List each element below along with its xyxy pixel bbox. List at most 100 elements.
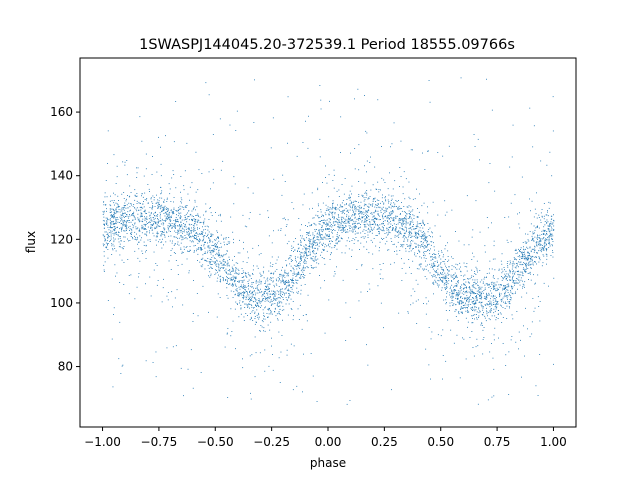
data-point — [241, 286, 242, 288]
data-point — [196, 250, 197, 252]
data-point — [203, 220, 205, 222]
data-point — [463, 279, 464, 281]
data-point — [538, 244, 540, 246]
data-point — [514, 250, 516, 251]
data-point — [521, 251, 523, 253]
data-point — [207, 245, 209, 247]
data-point — [372, 203, 374, 205]
data-point — [479, 295, 481, 297]
data-point — [121, 214, 123, 216]
data-point — [237, 292, 239, 294]
data-point — [292, 389, 294, 391]
data-point — [536, 257, 537, 258]
data-point — [338, 224, 340, 226]
data-point — [125, 224, 126, 226]
data-point — [349, 197, 351, 199]
data-point — [254, 297, 256, 298]
data-point — [527, 258, 529, 260]
data-point — [541, 245, 543, 246]
data-point — [193, 237, 195, 238]
data-point — [550, 223, 552, 225]
data-point — [524, 253, 526, 255]
data-point — [392, 188, 394, 190]
data-point — [318, 217, 319, 219]
data-point — [326, 222, 328, 224]
data-point — [538, 237, 540, 239]
data-point — [412, 198, 414, 200]
data-point — [442, 355, 444, 356]
data-point — [473, 303, 475, 305]
data-point — [543, 248, 545, 250]
data-point — [337, 222, 339, 223]
data-point — [160, 220, 162, 222]
data-point — [156, 225, 158, 227]
data-point — [173, 225, 175, 227]
data-point — [183, 185, 185, 187]
data-point — [479, 297, 481, 299]
data-point — [529, 254, 530, 256]
data-point — [245, 303, 247, 305]
data-point — [338, 196, 340, 197]
data-point — [269, 283, 271, 285]
data-point — [144, 209, 146, 211]
data-point — [455, 316, 457, 317]
data-point — [114, 230, 116, 232]
data-point — [113, 239, 115, 241]
data-point — [126, 228, 128, 230]
data-point — [454, 289, 456, 291]
data-point — [154, 206, 156, 207]
data-point — [387, 234, 389, 236]
data-point — [545, 240, 547, 242]
data-point — [382, 222, 384, 224]
data-point — [447, 269, 449, 271]
data-point — [504, 293, 506, 295]
data-point — [509, 279, 511, 281]
data-point — [425, 239, 426, 241]
data-point — [517, 278, 519, 280]
data-point — [432, 265, 434, 267]
data-point — [353, 223, 355, 225]
data-point — [313, 244, 315, 245]
data-point — [288, 275, 289, 277]
data-point — [247, 298, 249, 300]
data-point — [113, 222, 114, 224]
data-point — [532, 249, 534, 250]
data-point — [301, 237, 303, 239]
data-point — [310, 240, 311, 242]
data-point — [452, 295, 454, 297]
data-point — [134, 231, 136, 233]
data-point — [414, 235, 416, 237]
data-point — [392, 211, 394, 213]
data-point — [517, 282, 519, 284]
data-point — [230, 216, 232, 218]
data-point — [122, 223, 124, 225]
data-point — [522, 272, 524, 274]
data-point — [423, 235, 425, 237]
data-point — [442, 280, 444, 282]
data-point — [283, 217, 285, 219]
data-point — [260, 305, 262, 307]
data-point — [198, 240, 200, 242]
data-point — [410, 222, 411, 224]
data-point — [367, 234, 369, 236]
data-point — [309, 225, 311, 227]
data-point — [544, 241, 546, 243]
data-point — [472, 279, 474, 281]
data-point — [291, 287, 293, 288]
data-point — [458, 312, 459, 314]
data-point — [467, 310, 469, 312]
data-point — [444, 277, 446, 278]
data-point — [249, 292, 250, 293]
data-point — [291, 288, 293, 290]
data-point — [396, 246, 397, 248]
data-point — [490, 282, 492, 284]
data-point — [340, 229, 342, 231]
data-point — [450, 329, 452, 331]
data-point — [187, 250, 188, 252]
data-point — [335, 207, 336, 209]
data-point — [290, 287, 292, 289]
data-point — [352, 209, 353, 211]
data-point — [430, 248, 431, 250]
data-point — [203, 223, 205, 225]
data-point — [344, 227, 346, 228]
